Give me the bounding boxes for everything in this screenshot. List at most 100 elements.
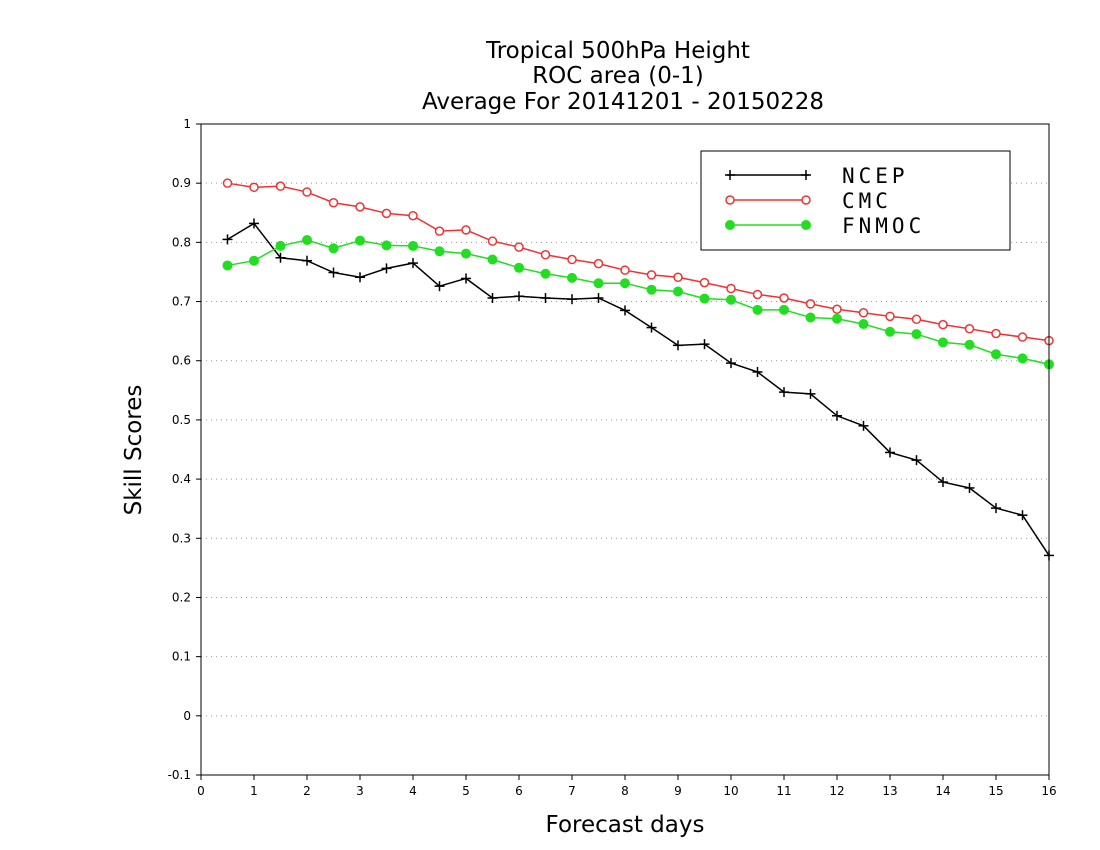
x-tick-label: 4 xyxy=(409,784,417,798)
data-point-fnmoc xyxy=(1017,353,1028,364)
data-point-cmc xyxy=(699,277,710,288)
x-tick-label: 16 xyxy=(1041,784,1056,798)
data-point-cmc xyxy=(858,308,869,318)
data-point-ncep xyxy=(620,305,630,316)
data-point-cmc xyxy=(222,178,233,188)
x-tick-label: 13 xyxy=(882,784,897,798)
data-point-cmc xyxy=(911,314,922,325)
data-point-ncep xyxy=(779,387,789,398)
x-tick-label: 3 xyxy=(356,784,364,798)
data-point-fnmoc xyxy=(355,235,365,246)
data-point-ncep xyxy=(805,388,816,399)
chart-title-line-3: Average For 20141201 - 20150228 xyxy=(422,89,824,115)
data-point-ncep xyxy=(964,482,975,493)
x-tick-label: 14 xyxy=(935,784,950,798)
data-point-ncep xyxy=(514,291,524,302)
data-point-ncep xyxy=(938,477,948,488)
data-point-fnmoc xyxy=(593,278,604,289)
y-tick-label: 0.7 xyxy=(172,295,191,309)
data-point-fnmoc xyxy=(858,319,869,330)
series-fnmoc xyxy=(222,234,1054,370)
data-point-cmc xyxy=(408,210,418,221)
data-point-fnmoc xyxy=(487,254,498,265)
data-point-ncep xyxy=(593,292,604,303)
legend-label-cmc: CMC xyxy=(842,189,892,213)
data-point-ncep xyxy=(832,410,842,421)
data-point-ncep xyxy=(328,267,339,278)
series-line-fnmoc xyxy=(227,239,1050,366)
data-point-fnmoc xyxy=(964,339,975,350)
x-tick-label: 8 xyxy=(621,784,629,798)
data-point-ncep xyxy=(302,255,312,266)
data-point-fnmoc xyxy=(567,272,577,283)
x-tick-label: 6 xyxy=(515,784,523,798)
data-point-cmc xyxy=(487,236,498,246)
data-point-fnmoc xyxy=(381,240,392,251)
y-tick-label: 0.5 xyxy=(172,413,191,427)
data-point-fnmoc xyxy=(752,304,763,315)
data-point-ncep xyxy=(461,273,471,284)
x-axis-label: Forecast days xyxy=(546,812,705,838)
data-point-fnmoc xyxy=(646,284,657,295)
y-tick-label: 0.4 xyxy=(172,472,191,486)
data-point-fnmoc xyxy=(779,304,789,315)
data-point-cmc xyxy=(355,202,365,212)
data-point-cmc xyxy=(885,311,895,322)
y-tick-label: 0 xyxy=(183,709,191,723)
data-point-ncep xyxy=(1017,510,1028,521)
data-point-ncep xyxy=(567,294,577,305)
y-axis-label: Skill Scores xyxy=(121,385,147,516)
data-point-cmc xyxy=(275,181,286,191)
data-point-fnmoc xyxy=(911,329,922,340)
data-point-cmc xyxy=(805,299,816,309)
data-point-ncep xyxy=(673,340,683,351)
legend-marker xyxy=(725,170,735,180)
data-point-ncep xyxy=(858,420,869,431)
legend-label-ncep: NCEP xyxy=(842,164,909,188)
data-point-fnmoc xyxy=(938,337,948,348)
x-tick-label: 9 xyxy=(674,784,682,798)
x-tick-label: 15 xyxy=(988,784,1003,798)
data-point-cmc xyxy=(593,258,604,269)
data-point-fnmoc xyxy=(620,278,630,289)
x-tick-label: 11 xyxy=(776,784,791,798)
data-point-cmc xyxy=(964,324,975,334)
data-point-fnmoc xyxy=(885,326,895,337)
data-point-cmc xyxy=(328,197,339,208)
data-point-cmc xyxy=(540,250,551,260)
data-point-ncep xyxy=(487,292,498,303)
data-point-cmc xyxy=(514,242,524,252)
x-tick-label: 0 xyxy=(197,784,205,798)
data-point-cmc xyxy=(1017,332,1028,342)
data-point-cmc xyxy=(673,272,683,283)
data-point-cmc xyxy=(567,254,577,265)
x-tick-label: 5 xyxy=(462,784,470,798)
y-tick-label: 1 xyxy=(183,117,191,131)
data-point-ncep xyxy=(752,366,763,377)
data-point-fnmoc xyxy=(328,243,339,254)
legend-marker xyxy=(801,195,811,205)
data-point-cmc xyxy=(991,328,1001,339)
data-point-fnmoc xyxy=(832,313,842,324)
data-point-ncep xyxy=(991,503,1001,514)
legend-marker xyxy=(801,170,811,180)
data-point-fnmoc xyxy=(434,246,445,257)
data-point-fnmoc xyxy=(726,294,736,305)
data-point-ncep xyxy=(381,263,392,274)
chart-title: Tropical 500hPa Height ROC area (0-1) Av… xyxy=(422,38,824,115)
data-point-fnmoc xyxy=(461,248,471,259)
data-point-ncep xyxy=(222,234,233,245)
legend-marker xyxy=(725,195,735,205)
plot-frame xyxy=(200,123,1050,776)
data-point-cmc xyxy=(938,319,948,330)
data-point-ncep xyxy=(540,292,551,303)
data-point-ncep xyxy=(726,358,736,369)
y-tick-label: -0.1 xyxy=(168,768,191,782)
legend-item-ncep: NCEP xyxy=(725,164,909,188)
x-tick-label: 1 xyxy=(250,784,258,798)
data-point-ncep xyxy=(885,447,895,458)
data-point-fnmoc xyxy=(302,234,312,245)
data-point-cmc xyxy=(381,208,392,219)
